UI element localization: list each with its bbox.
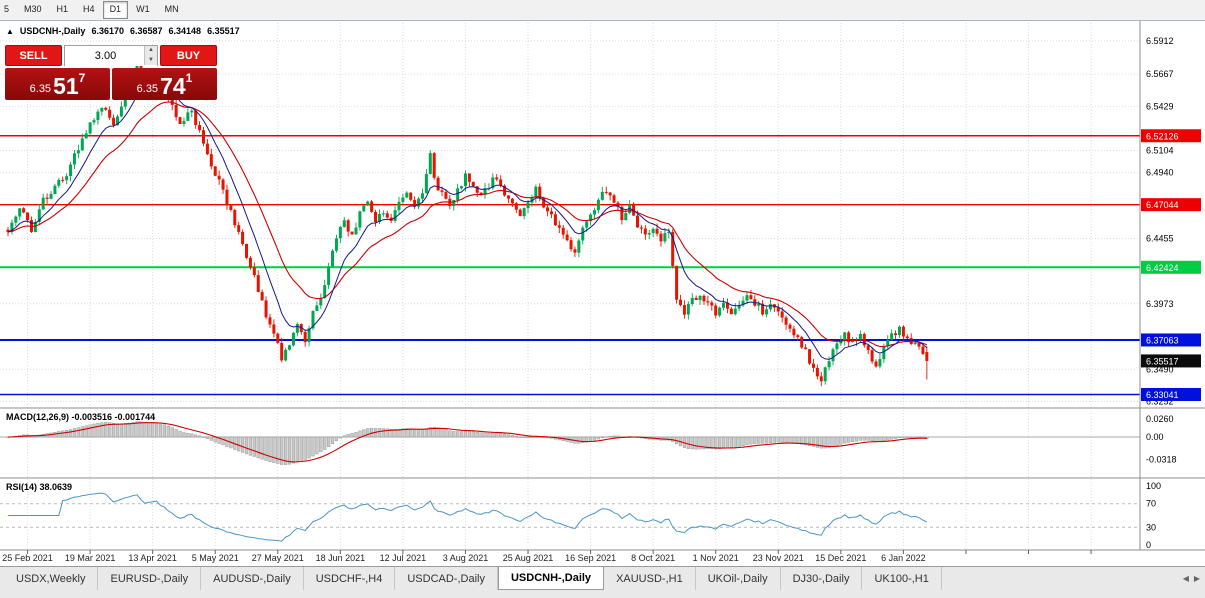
svg-text:16 Sep 2021: 16 Sep 2021 [565,553,616,563]
svg-text:6.37063: 6.37063 [1146,335,1179,345]
macd-series [6,421,929,465]
svg-text:6.52126: 6.52126 [1146,131,1179,141]
buy-price-sup: 1 [185,71,193,85]
svg-text:5 May 2021: 5 May 2021 [192,553,239,563]
price-level-badge [1141,354,1201,368]
svg-text:6.4455: 6.4455 [1146,233,1174,243]
chart-tab-eurusd-daily[interactable]: EURUSD-,Daily [98,567,202,590]
rsi-line [8,492,928,542]
ma-fast-line [7,82,928,360]
price-level-badge [1141,387,1201,401]
volume-down-icon[interactable]: ▼ [145,55,157,65]
price-level-badge [1141,260,1201,274]
timeframe-button-w1[interactable]: W1 [136,4,150,14]
svg-text:27 May 2021: 27 May 2021 [252,553,304,563]
svg-text:6.3252: 6.3252 [1146,397,1174,407]
buy-price-big: 74 [160,73,186,99]
svg-text:6.5667: 6.5667 [1146,69,1174,79]
tab-scroll-right-icon[interactable]: ▶ [1193,574,1200,583]
svg-text:70: 70 [1146,499,1156,509]
one-click-trading-panel: SELL ▲ ▼ BUY 6.35 51 7 6.35 74 1 [5,45,217,100]
svg-text:6.42424: 6.42424 [1146,263,1179,273]
chart-tab-ukoil-daily[interactable]: UKOil-,Daily [696,567,781,590]
rsi-indicator-label: RSI(14) 38.0639 [6,482,73,492]
price-level-badge [1141,129,1201,143]
sell-button[interactable]: SELL [5,45,62,66]
svg-text:30: 30 [1146,522,1156,532]
chart-tab-usdx-weekly[interactable]: USDX,Weekly [4,567,99,590]
svg-text:100: 100 [1146,481,1161,491]
chart-tab-xauusd-h1[interactable]: XAUUSD-,H1 [604,567,696,590]
buy-price-small: 6.35 [136,83,159,95]
timeframe-button-mn[interactable]: MN [164,4,179,14]
volume-up-icon[interactable]: ▲ [145,46,157,56]
ohlc-close-value: 6.35517 [207,26,240,36]
svg-text:19 Mar 2021: 19 Mar 2021 [65,553,116,563]
svg-text:6.3490: 6.3490 [1146,364,1174,374]
svg-text:6.47044: 6.47044 [1146,200,1179,210]
chart-symbol-label: USDCNH-,Daily [19,26,86,36]
chart-ohlc-header: ▲ USDCNH-,Daily 6.36170 6.36587 6.34148 … [6,26,240,36]
price-level-badge [1141,333,1201,347]
svg-text:-0.0318: -0.0318 [1146,454,1177,464]
ohlc-low-value: 6.34148 [168,26,202,36]
volume-stepper[interactable]: ▲ ▼ [64,45,158,66]
tab-scroll-left-icon[interactable]: ◀ [1182,574,1189,583]
chart-tab-usdcnh-daily[interactable]: USDCNH-,Daily [497,567,605,590]
timeframe-button-m30[interactable]: M30 [24,4,42,14]
svg-text:3 Aug 2021: 3 Aug 2021 [443,553,489,563]
ohlc-high-value: 6.36587 [129,26,163,36]
timeframe-button-h1[interactable]: H1 [56,4,69,14]
buy-button[interactable]: BUY [160,45,217,66]
svg-text:6 Jan 2022: 6 Jan 2022 [881,553,926,563]
chart-tab-bar: USDX,Weekly EURUSD-,Daily AUDUSD-,Daily USD… [0,566,1205,590]
collapse-panel-icon[interactable]: ▲ [6,26,14,36]
svg-text:6.5912: 6.5912 [1146,36,1174,46]
chart-tab-uk100-h1[interactable]: UK100-,H1 [862,567,942,590]
svg-text:13 Apr 2021: 13 Apr 2021 [128,553,177,563]
timeframe-toolbar: 5 M30 H1 H4 D1 W1 MN [0,0,1205,21]
chart-tab-usdcad-daily[interactable]: USDCAD-,Daily [395,567,498,590]
sell-price-sup: 7 [78,71,86,85]
ohlc-open-value: 6.36170 [91,26,124,36]
volume-input[interactable] [65,46,157,66]
svg-text:0: 0 [1146,540,1151,550]
svg-text:6.3973: 6.3973 [1146,299,1174,309]
ma-slow-line [7,101,928,348]
sell-price-button[interactable]: 6.35 51 7 [5,68,110,100]
svg-text:15 Dec 2021: 15 Dec 2021 [815,553,866,563]
candlestick-series [6,64,929,387]
sell-price-big: 51 [53,73,79,99]
svg-text:6.5104: 6.5104 [1146,145,1174,155]
chart-canvas[interactable]: 6.5912 6.5667 6.5429 6.5104 6.4940 6.4455 6.39… [0,21,1205,566]
svg-text:0.0260: 0.0260 [1146,414,1174,424]
macd-indicator-label: MACD(12,26,9) -0.003516 -0.001744 [6,412,156,422]
svg-text:25 Feb 2021: 25 Feb 2021 [2,553,53,563]
macd-signal-line [7,422,927,463]
timeframe-button-5[interactable]: 5 [4,4,10,14]
chart-tab-usdchf-h4[interactable]: USDCHF-,H4 [304,567,396,590]
svg-text:6.33041: 6.33041 [1146,390,1179,400]
svg-text:25 Aug 2021: 25 Aug 2021 [503,553,554,563]
svg-text:8 Oct 2021: 8 Oct 2021 [631,553,675,563]
svg-text:6.5429: 6.5429 [1146,101,1174,111]
buy-price-button[interactable]: 6.35 74 1 [112,68,217,100]
svg-text:23 Nov 2021: 23 Nov 2021 [753,553,804,563]
chart-tab-dj30-daily[interactable]: DJ30-,Daily [781,567,863,590]
svg-text:1 Nov 2021: 1 Nov 2021 [693,553,739,563]
svg-text:6.35517: 6.35517 [1146,356,1179,366]
svg-text:0.00: 0.00 [1146,432,1164,442]
sell-price-small: 6.35 [29,83,52,95]
timeframe-button-d1[interactable]: D1 [102,1,129,19]
price-level-badge [1141,198,1201,212]
svg-text:12 Jul 2021: 12 Jul 2021 [380,553,427,563]
chart-window: 6.5912 6.5667 6.5429 6.5104 6.4940 6.4455 6.39… [0,21,1205,566]
svg-text:18 Jun 2021: 18 Jun 2021 [316,553,366,563]
timeframe-button-h4[interactable]: H4 [83,4,95,14]
status-strip [0,590,1205,598]
chart-tab-audusd-daily[interactable]: AUDUSD-,Daily [201,567,304,590]
svg-text:6.4940: 6.4940 [1146,168,1174,178]
